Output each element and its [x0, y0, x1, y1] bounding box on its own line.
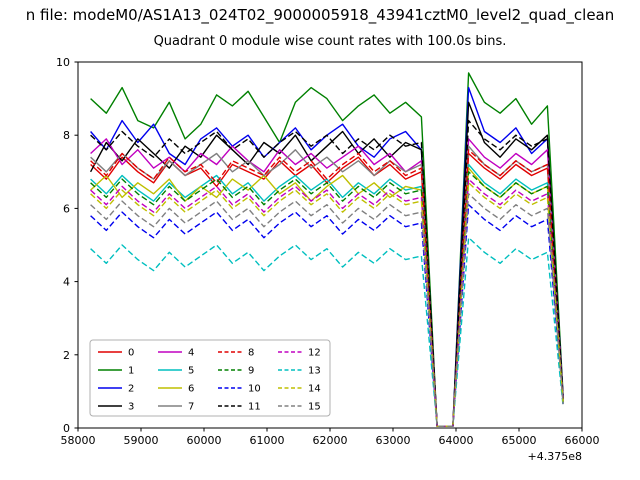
- legend-entry-label: 14: [308, 384, 321, 395]
- y-tick-label: 8: [63, 129, 70, 142]
- series-10-line: [90, 203, 564, 427]
- x-tick-label: 66000: [565, 434, 600, 447]
- legend-entry-label: 10: [248, 384, 261, 395]
- x-tick-label: 63000: [376, 434, 411, 447]
- figure-suptitle: n file: modeM0/AS1A13_024T02_9000005918_…: [25, 6, 615, 24]
- series-12-line: [90, 178, 564, 427]
- series-7-line: [90, 145, 564, 427]
- series-4-line: [90, 138, 564, 427]
- series-11-line: [90, 119, 564, 427]
- legend-entry-label: 1: [128, 366, 134, 377]
- legend-box: [89, 339, 331, 417]
- legend-entry-label: 7: [188, 402, 194, 413]
- x-tick-label: 61000: [250, 434, 285, 447]
- series-13-line: [90, 236, 564, 427]
- series-14-line: [90, 182, 564, 427]
- series-9-line: [90, 171, 564, 427]
- x-tick-label: 64000: [439, 434, 474, 447]
- y-tick-label: 0: [63, 422, 70, 435]
- y-tick-label: 6: [63, 202, 70, 215]
- x-tick-label: 65000: [502, 434, 537, 447]
- series-5-line: [90, 163, 564, 427]
- x-tick-label: 60000: [187, 434, 222, 447]
- legend-entry-label: 5: [188, 366, 194, 377]
- axes-title: Quadrant 0 module wise count rates with …: [153, 34, 507, 49]
- legend-entry-label: 6: [188, 384, 194, 395]
- series-3-line: [89, 101, 564, 427]
- legend-entry-label: 13: [308, 366, 321, 377]
- legend-entry-label: 3: [128, 402, 134, 413]
- y-tick-label: 10: [56, 56, 70, 69]
- legend-entry-label: 9: [248, 366, 254, 377]
- series-15-line: [90, 193, 564, 427]
- legend-entry-label: 2: [128, 384, 134, 395]
- x-tick-label: 59000: [124, 434, 159, 447]
- series-1-line: [90, 72, 564, 427]
- legend-entry-label: 15: [308, 402, 321, 413]
- legend-entry-label: 0: [128, 348, 134, 359]
- legend-entry-label: 11: [248, 402, 261, 413]
- legend-entry-label: 8: [248, 348, 254, 359]
- x-axis-offset-label: +4.375e8: [528, 450, 582, 463]
- legend-entry-label: 4: [188, 348, 194, 359]
- series-6-line: [90, 167, 564, 427]
- y-tick-label: 4: [63, 276, 70, 289]
- x-tick-label: 58000: [61, 434, 96, 447]
- x-tick-label: 62000: [313, 434, 348, 447]
- legend-entry-label: 12: [308, 348, 321, 359]
- y-tick-label: 2: [63, 349, 70, 362]
